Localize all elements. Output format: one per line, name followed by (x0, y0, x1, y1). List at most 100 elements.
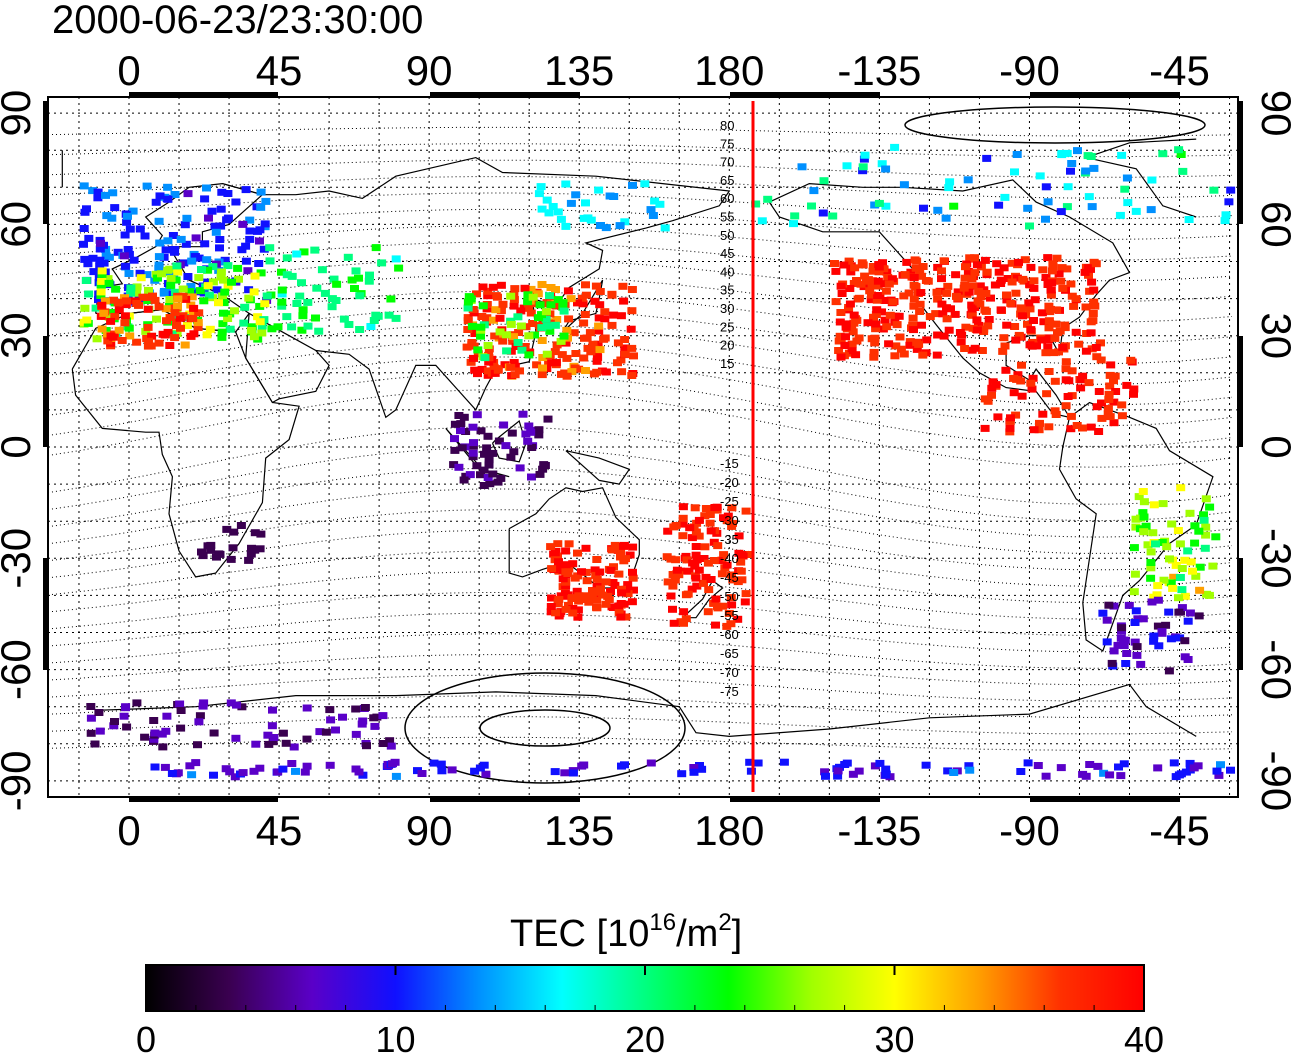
tec-cell (473, 350, 483, 358)
tec-cell (986, 294, 995, 302)
tec-cell (556, 215, 566, 223)
tec-cell (627, 598, 637, 606)
tec-cell (135, 225, 145, 233)
tec-cell (1081, 303, 1091, 311)
tec-cell (627, 286, 637, 293)
tec-cell (848, 328, 858, 336)
tec-cell (255, 545, 265, 553)
colorbar-tick-label: 30 (874, 1019, 914, 1057)
tec-cell (355, 326, 365, 333)
tec-cell (537, 371, 547, 379)
tec-cell (465, 471, 475, 479)
tec-cell (1185, 609, 1195, 617)
tec-cell (291, 767, 300, 775)
tec-cell (745, 551, 755, 558)
tec-cell (836, 353, 846, 361)
tec-cell (745, 758, 755, 766)
tec-cell (463, 326, 473, 333)
tec-cell (867, 291, 876, 299)
tec-cell (809, 187, 819, 195)
tec-cell (509, 359, 519, 366)
tec-cell (250, 529, 260, 537)
tec-cell (470, 767, 480, 775)
tec-cell (899, 181, 909, 189)
tec-cell (1221, 211, 1231, 219)
tec-cell (980, 306, 990, 314)
tec-cell (551, 609, 561, 617)
tec-cell (834, 337, 844, 345)
tec-cell (343, 253, 353, 261)
tec-cell (97, 267, 107, 275)
left-lat-tick-label: -30 (0, 528, 39, 589)
tec-cell (579, 761, 589, 769)
tec-cell (1017, 361, 1026, 369)
tec-cell (385, 737, 395, 745)
tec-cell (1093, 762, 1103, 770)
tec-cell (1027, 385, 1037, 393)
contour-line (48, 225, 1233, 261)
colorbar-tick-label: 20 (625, 1019, 665, 1057)
tec-cell (972, 316, 982, 324)
tec-cell (483, 287, 493, 295)
tec-cell (1139, 513, 1149, 521)
tec-cell (581, 291, 591, 299)
tec-cell (257, 329, 267, 337)
contour-label: -30 (720, 513, 739, 528)
top-lon-tick-label: -90 (999, 47, 1060, 94)
tec-cell (900, 271, 910, 279)
tec-cell (662, 553, 672, 561)
tec-cell (223, 282, 233, 290)
tec-cell (160, 763, 170, 771)
tec-cell (126, 284, 136, 292)
tec-cell (646, 206, 656, 214)
tec-cell (80, 304, 90, 312)
tec-cell (983, 322, 993, 330)
tec-cell (1130, 570, 1140, 578)
tec-cell (1052, 306, 1062, 314)
tec-cell (890, 352, 900, 360)
tec-cell (1009, 389, 1019, 397)
tec-cell (200, 195, 210, 203)
tec-cell (153, 274, 162, 282)
top-axis-bar (1030, 92, 1180, 97)
tec-cell (122, 218, 132, 226)
tec-cell (1044, 324, 1054, 332)
tec-cell (469, 342, 479, 350)
tec-cell (1186, 558, 1196, 566)
contour-label: 15 (720, 356, 734, 371)
tec-cell (581, 568, 591, 576)
tec-cell (386, 295, 396, 303)
tec-cell (1153, 582, 1163, 590)
graticule (48, 97, 1238, 797)
tec-cell (1224, 198, 1234, 206)
tec-cell (1220, 217, 1230, 225)
tec-cell (1030, 296, 1040, 304)
tec-cell (1209, 186, 1219, 194)
tec-cell (244, 286, 254, 294)
tec-cell (606, 588, 615, 595)
tec-cell (599, 335, 609, 343)
tec-cell (741, 590, 751, 598)
tec-cell (1164, 608, 1174, 616)
tec-cell (918, 351, 928, 359)
tec-cell (1087, 203, 1097, 211)
tec-cell (312, 284, 322, 292)
tec-cell (852, 277, 861, 284)
tec-cell (1191, 572, 1201, 580)
tec-cell (1104, 396, 1114, 404)
tec-cell (908, 314, 918, 322)
tec-cell (591, 587, 601, 595)
tec-cell (821, 772, 830, 780)
tec-cell (1165, 555, 1174, 563)
tec-cell (327, 295, 337, 303)
tec-cell (881, 765, 891, 773)
tec-cell (267, 722, 277, 730)
tec-cell (1131, 607, 1141, 615)
tec-cell (1129, 390, 1138, 398)
tec-cell (373, 312, 383, 320)
tec-cell (521, 430, 531, 438)
tec-cell (250, 272, 260, 280)
tec-cell (585, 329, 595, 337)
tec-cell (124, 324, 134, 332)
tec-cell (1180, 592, 1190, 600)
